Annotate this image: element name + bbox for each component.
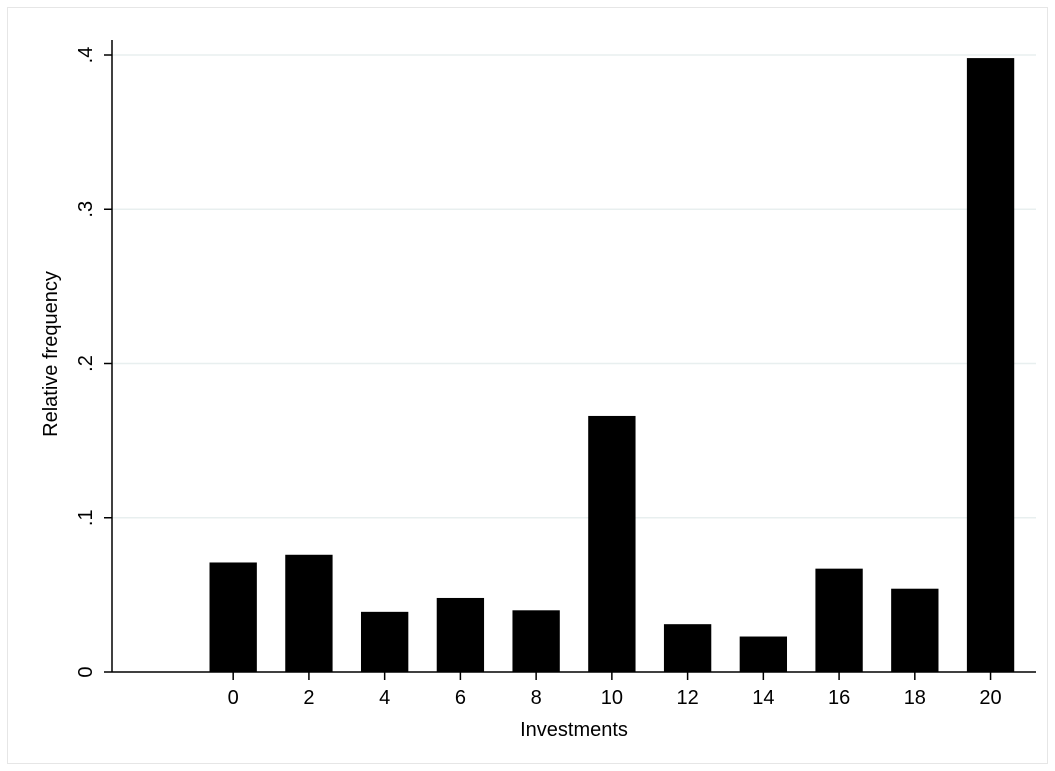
x-tick-label: 16 [828,687,850,709]
bar [285,554,333,672]
x-tick-label: 10 [601,687,623,709]
bar [588,415,636,672]
x-tick-label: 6 [455,687,466,709]
x-tick-label: 0 [228,687,239,709]
x-tick-label: 8 [531,687,542,709]
x-tick-label: 2 [303,687,314,709]
y-tick-label: .3 [75,201,97,218]
x-tick-label: 20 [979,687,1001,709]
gridlines [112,54,1036,519]
y-axis-title: Relative frequency [40,271,62,437]
y-tick-label: .1 [75,509,97,526]
bar [436,597,485,672]
bar [663,624,712,672]
bar [966,58,1015,672]
bar [815,568,863,672]
x-tick-label: 14 [752,687,774,709]
y-tick-label: .2 [75,355,97,372]
x-axis-title: Investments [520,719,628,741]
x-tick-label: 18 [904,687,926,709]
y-tick-label: 0 [75,666,97,677]
y-axis-ticks: 0 .1 .2 .3 .4 [75,47,112,678]
x-tick-label: 12 [676,687,698,709]
bars [209,58,1015,672]
bar [891,588,939,672]
x-axis-ticks: 0 2 4 6 8 10 12 14 16 18 20 [228,672,1002,709]
x-tick-label: 4 [379,687,390,709]
bar [739,636,788,672]
y-tick-label: .4 [75,47,97,64]
bar [209,562,257,672]
bar [360,611,409,672]
bar [512,610,560,672]
